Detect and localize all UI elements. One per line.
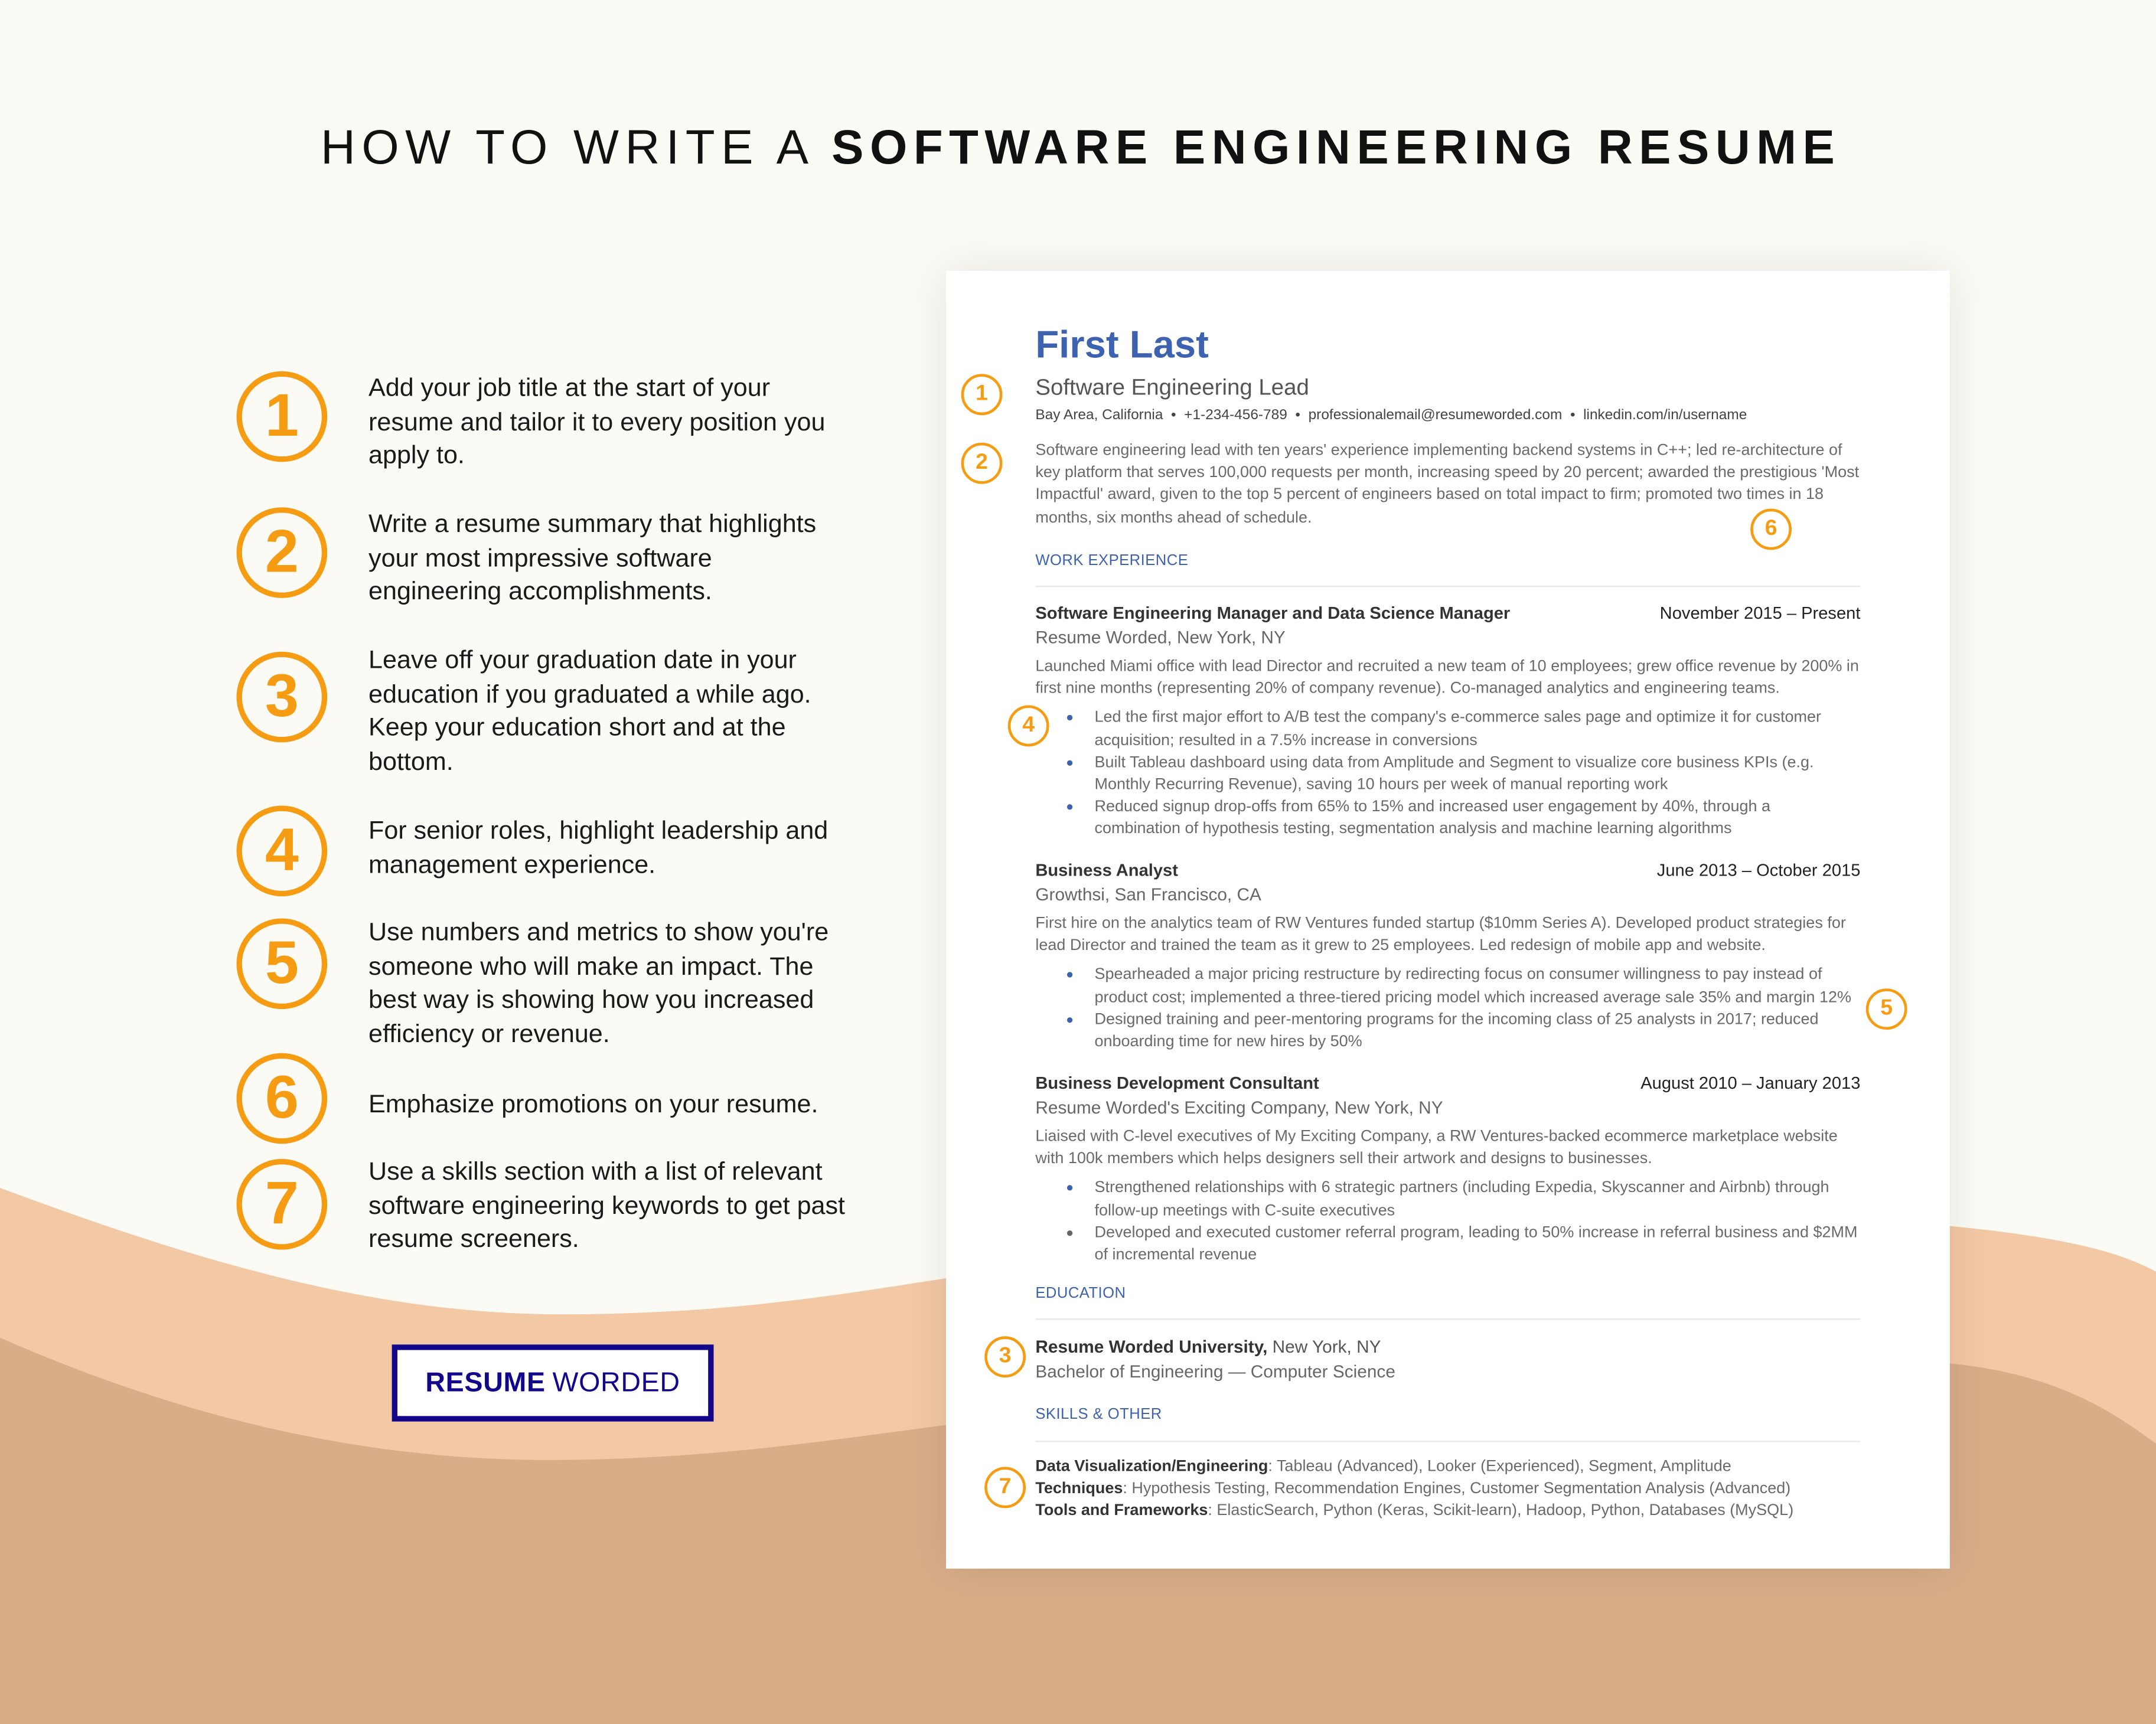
skills-list: Data Visualization/Engineering: Tableau … <box>1035 1456 1860 1523</box>
job-title: Business Analyst <box>1035 860 1178 880</box>
marker-1-icon: 1 <box>961 374 1003 416</box>
job-bullets: Led the first major effort to A/B test t… <box>1035 707 1860 841</box>
number-circle-icon: 7 <box>236 1158 328 1250</box>
skill-row: Data Visualization/Engineering: Tableau … <box>1035 1456 1860 1478</box>
bullet: Reduced signup drop-offs from 65% to 15%… <box>1066 796 1860 841</box>
resume-worded-logo: RESUME WORDED <box>392 1344 714 1422</box>
job-company: Growthsi, San Francisco, CA <box>1035 884 1261 905</box>
number-circle-icon: 6 <box>236 1053 328 1144</box>
bullet: Spearheaded a major pricing restructure … <box>1066 964 1860 1008</box>
page-title: HOW TO WRITE A SOFTWARE ENGINEERING RESU… <box>0 121 2156 176</box>
bullet: Developed and executed customer referral… <box>1066 1222 1860 1266</box>
job-date: November 2015 – Present <box>1659 603 1861 623</box>
number-circle-icon: 4 <box>236 805 328 897</box>
marker-7-icon: 7 <box>984 1467 1026 1508</box>
resume-contact: Bay Area, California • +1-234-456-789 • … <box>1035 407 1747 424</box>
job-2: Business Analyst June 2013 – October 2015… <box>1035 861 1860 1053</box>
logo-light: WORDED <box>552 1367 680 1398</box>
skill-label: Data Visualization/Engineering <box>1035 1457 1268 1475</box>
marker-4-icon: 4 <box>1007 705 1049 747</box>
marker-5-icon: 5 <box>1865 988 1907 1030</box>
bullet: Strengthened relationships with 6 strate… <box>1066 1177 1860 1222</box>
skill-label: Techniques <box>1035 1479 1123 1498</box>
marker-3-icon: 3 <box>984 1336 1026 1378</box>
number-circle-icon: 5 <box>236 918 328 1010</box>
title-light: HOW TO WRITE A <box>321 120 812 175</box>
skill-value: : ElasticSearch, Python (Keras, Scikit-l… <box>1208 1501 1794 1520</box>
tip-text: For senior roles, highlight leadership a… <box>368 815 829 878</box>
job-company: Resume Worded, New York, NY <box>1035 626 1286 648</box>
work-experience-heading: WORK EXPERIENCE <box>1035 553 1189 569</box>
bullet: Led the first major effort to A/B test t… <box>1066 707 1860 752</box>
resume-name: First Last <box>1035 323 1209 366</box>
skill-value: : Hypothesis Testing, Recommendation Eng… <box>1123 1479 1791 1498</box>
logo-bold: RESUME <box>425 1367 546 1398</box>
tip-text: Write a resume summary that highlights y… <box>368 508 817 605</box>
marker-2-icon: 2 <box>961 442 1003 484</box>
skills-heading: SKILLS & OTHER <box>1035 1406 1162 1423</box>
job-date: August 2010 – January 2013 <box>1640 1073 1861 1093</box>
bullet: Built Tableau dashboard using data from … <box>1066 752 1860 796</box>
bullet: Designed training and peer-mentoring pro… <box>1066 1009 1860 1053</box>
job-title: Business Development Consultant <box>1035 1073 1319 1093</box>
divider <box>1035 585 1861 587</box>
resume-summary: Software engineering lead with ten years… <box>1035 441 1860 526</box>
job-bullets: Strengthened relationships with 6 strate… <box>1035 1177 1860 1266</box>
job-company: Resume Worded's Exciting Company, New Yo… <box>1035 1097 1443 1118</box>
school-name: Resume Worded University, <box>1035 1336 1268 1357</box>
title-bold: SOFTWARE ENGINEERING RESUME <box>831 120 1841 175</box>
education-heading: EDUCATION <box>1035 1285 1126 1302</box>
tip-text: Use a skills section with a list of rele… <box>368 1156 846 1253</box>
skill-label: Tools and Frameworks <box>1035 1501 1208 1520</box>
marker-6-icon: 6 <box>1750 508 1792 550</box>
tip-text: Add your job title at the start of your … <box>368 373 826 469</box>
education-school: Resume Worded University, New York, NY <box>1035 1336 1860 1357</box>
skill-value: : Tableau (Advanced), Looker (Experience… <box>1268 1457 1731 1475</box>
number-circle-icon: 2 <box>236 507 328 598</box>
tip-text: Use numbers and metrics to show you're s… <box>368 917 829 1047</box>
skill-row: Techniques: Hypothesis Testing, Recommen… <box>1035 1478 1860 1501</box>
education-degree: Bachelor of Engineering — Computer Scien… <box>1035 1361 1395 1382</box>
job-1: Software Engineering Manager and Data Sc… <box>1035 603 1860 841</box>
job-description: Launched Miami office with lead Director… <box>1035 657 1859 698</box>
tip-text: Emphasize promotions on your resume. <box>368 1089 818 1118</box>
tip-text: Leave off your graduation date in your e… <box>368 645 811 775</box>
resume-sample: First Last Software Engineering Lead Bay… <box>946 270 1950 1569</box>
job-title: Software Engineering Manager and Data Sc… <box>1035 603 1511 623</box>
divider <box>1035 1441 1861 1442</box>
resume-job-title: Software Engineering Lead <box>1035 375 1309 400</box>
school-location: New York, NY <box>1267 1336 1381 1357</box>
number-circle-icon: 1 <box>236 371 328 462</box>
job-bullets: Spearheaded a major pricing restructure … <box>1035 964 1860 1053</box>
job-date: June 2013 – October 2015 <box>1656 860 1861 880</box>
divider <box>1035 1318 1861 1320</box>
job-description: First hire on the analytics team of RW V… <box>1035 914 1846 955</box>
job-description: Liaised with C-level executives of My Ex… <box>1035 1127 1838 1168</box>
number-circle-icon: 3 <box>236 651 328 743</box>
skill-row: Tools and Frameworks: ElasticSearch, Pyt… <box>1035 1500 1860 1523</box>
job-3: Business Development Consultant August 20… <box>1035 1074 1860 1266</box>
